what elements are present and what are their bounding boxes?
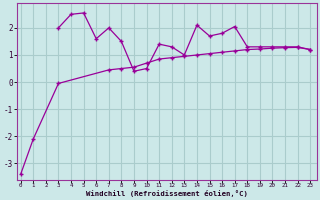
X-axis label: Windchill (Refroidissement éolien,°C): Windchill (Refroidissement éolien,°C) — [86, 190, 248, 197]
